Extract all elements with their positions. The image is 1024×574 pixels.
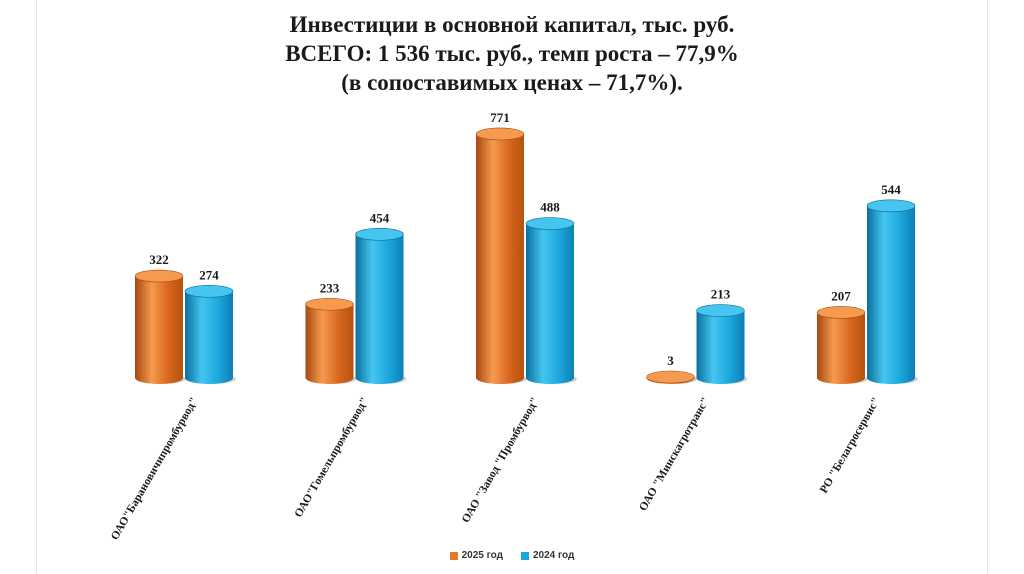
category-label-4: РО "Белагросервис" <box>818 396 883 496</box>
frame-line-left <box>36 0 37 574</box>
legend-label-2024: 2024 год <box>533 550 575 561</box>
value-label-2025-4: 207 <box>831 288 851 303</box>
category-label-0: ОАО"Барановичипромбурвод" <box>109 396 201 543</box>
value-label-2024-3: 213 <box>711 287 731 302</box>
title-line-2: ВСЕГО: 1 536 тыс. руб., темп роста – 77,… <box>285 41 739 66</box>
bar-2024-2 <box>525 217 577 384</box>
legend: 2025 год 2024 год <box>0 550 1024 561</box>
legend-item-2024: 2024 год <box>521 550 574 561</box>
value-label-2025-2: 771 <box>490 110 510 125</box>
value-label-2024-2: 488 <box>540 200 560 215</box>
value-label-2024-0: 274 <box>199 267 219 282</box>
legend-label-2025: 2025 год <box>461 550 503 561</box>
value-label-2025-1: 233 <box>320 280 340 295</box>
legend-swatch-2025 <box>449 551 458 560</box>
bar-2025-4 <box>816 306 868 384</box>
title-line-1: Инвестиции в основной капитал, тыс. руб. <box>289 12 735 37</box>
value-label-2024-1: 454 <box>370 210 390 225</box>
category-label-1: ОАО"Гомельпромбурвод" <box>293 396 372 520</box>
category-label-2: ОАО "Завод "Промбурвод" <box>460 396 542 526</box>
bar-2025-2 <box>475 127 527 384</box>
value-label-2025-3: 3 <box>667 353 674 368</box>
category-label-3: ОАО "Минскагротранс" <box>637 396 712 514</box>
bar-2025-3 <box>646 370 698 384</box>
chart-title: Инвестиции в основной капитал, тыс. руб.… <box>0 10 1024 97</box>
value-label-2025-0: 322 <box>149 252 169 267</box>
bar-2024-3 <box>696 304 748 384</box>
legend-item-2025: 2025 год <box>449 550 503 561</box>
legend-swatch-2024 <box>521 551 529 560</box>
bar-2024-4 <box>866 199 918 384</box>
bar-2025-0 <box>134 269 186 384</box>
bar-2024-0 <box>184 284 236 384</box>
title-line-3: (в сопоставимых ценах – 71,7%). <box>341 70 683 95</box>
bar-2024-1 <box>355 228 407 384</box>
frame-line-right <box>987 0 988 574</box>
bar-2025-1 <box>305 297 357 384</box>
value-label-2024-4: 544 <box>881 182 901 197</box>
